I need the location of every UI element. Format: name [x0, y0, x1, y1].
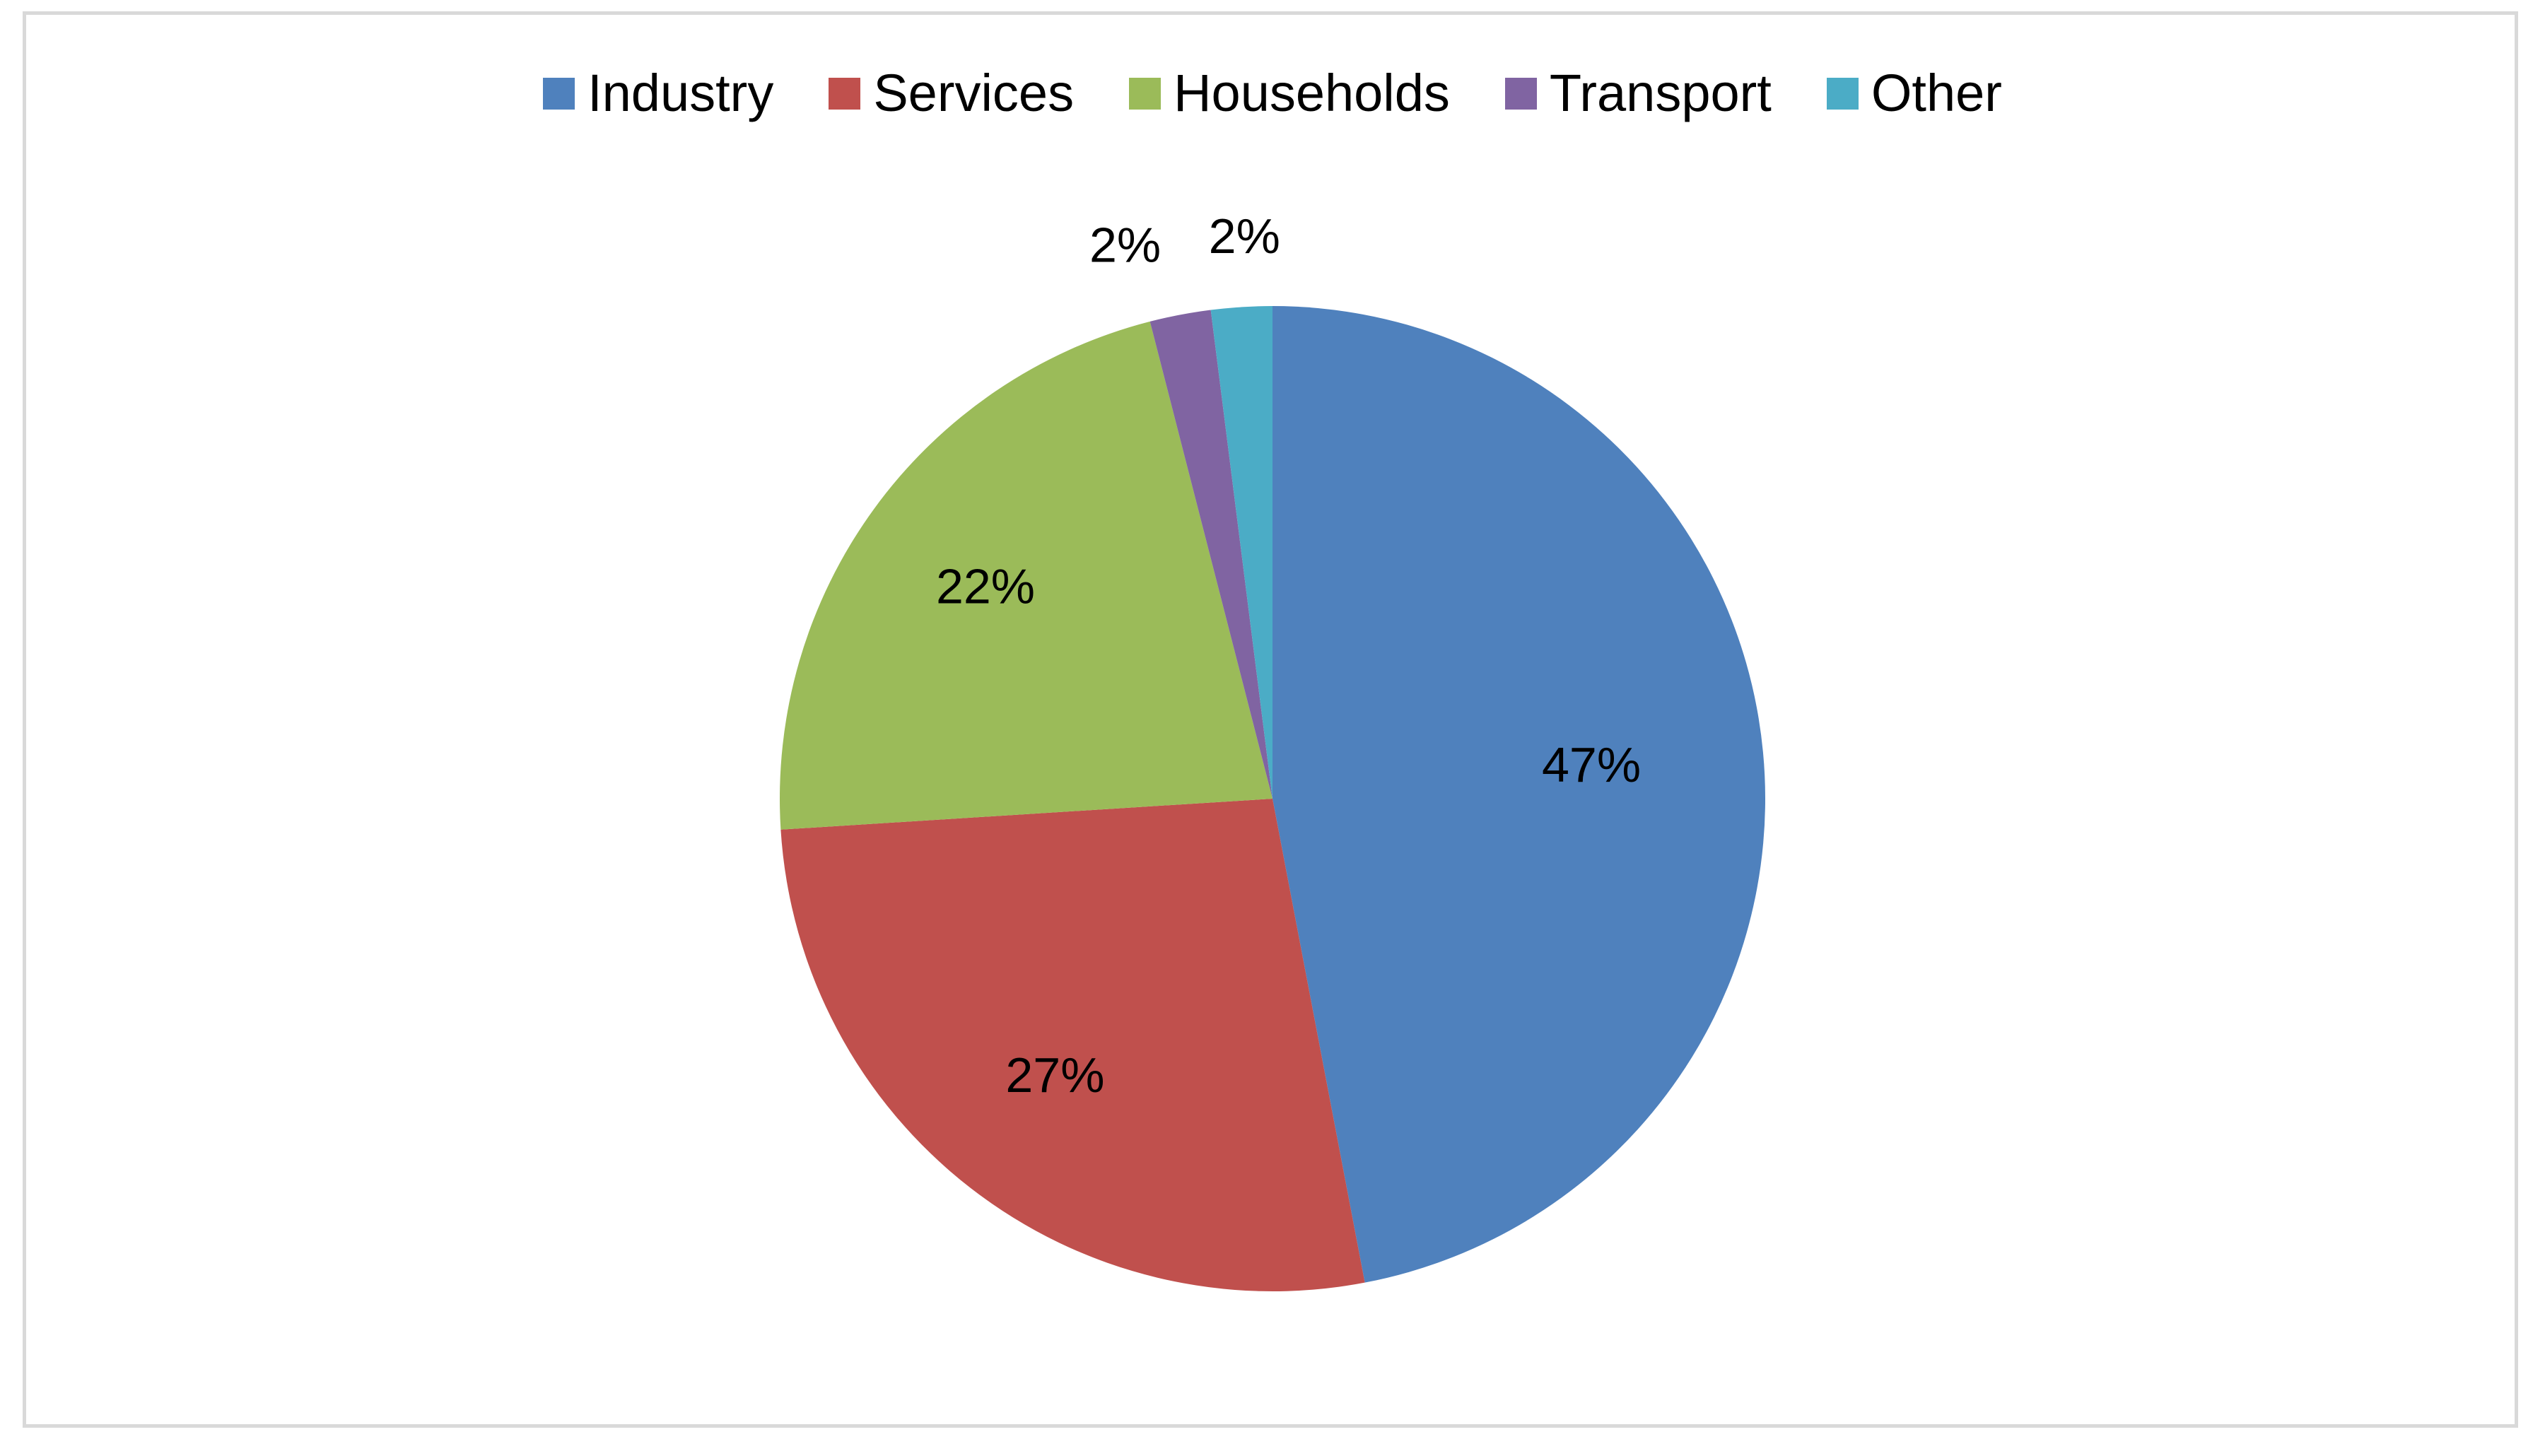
legend-label-industry: Industry	[587, 64, 774, 122]
data-label-households: 22%	[936, 559, 1035, 614]
legend-item-industry: Industry	[543, 67, 773, 119]
legend-label-transport: Transport	[1549, 64, 1772, 122]
legend-swatch-households	[1129, 77, 1162, 110]
data-label-other: 2%	[1209, 209, 1280, 264]
pie-slices	[780, 306, 1765, 1291]
pie-slice-transport	[1149, 310, 1272, 799]
legend-item-services: Services	[829, 67, 1074, 119]
legend-label-services: Services	[873, 64, 1075, 122]
data-label-services: 27%	[1005, 1047, 1104, 1103]
legend-swatch-transport	[1504, 77, 1537, 110]
data-label-transport: 2%	[1089, 218, 1161, 273]
legend-label-households: Households	[1174, 64, 1450, 122]
legend: Industry Services Households Transport O…	[0, 67, 2545, 119]
data-label-industry: 47%	[1542, 737, 1641, 792]
pie-slice-services	[780, 799, 1365, 1291]
legend-item-other: Other	[1826, 64, 2002, 122]
pie-slice-industry	[1272, 306, 1765, 1283]
legend-item-households: Households	[1129, 67, 1450, 119]
pie-data-labels: 47% 27% 22% 2% 2%	[936, 209, 1641, 1103]
legend-label-other: Other	[1871, 64, 2002, 122]
legend-swatch-services	[829, 77, 861, 110]
pie-slice-households	[780, 321, 1272, 830]
legend-item-transport: Transport	[1504, 64, 1772, 122]
legend-swatch-industry	[543, 77, 575, 110]
legend-swatch-other	[1826, 77, 1859, 110]
pie-slice-other	[1210, 306, 1272, 799]
